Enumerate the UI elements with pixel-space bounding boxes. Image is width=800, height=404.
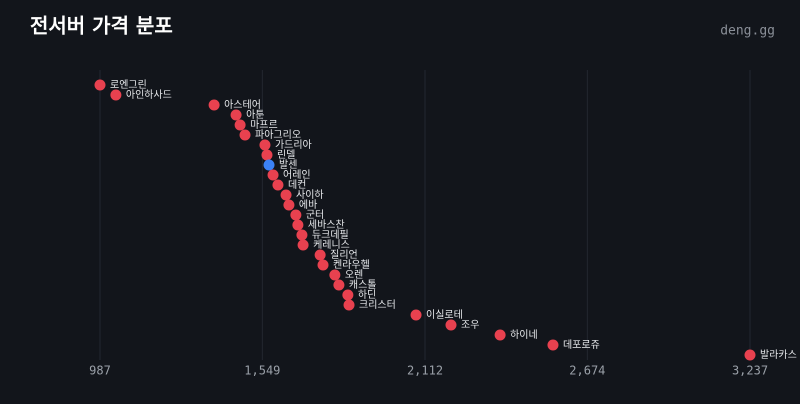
- point-label: 발센: [279, 159, 297, 171]
- point-label: 케레니스: [313, 239, 350, 251]
- point-label: 아툰: [246, 109, 264, 121]
- point: [208, 99, 220, 111]
- point-label: 로엔그린: [110, 79, 147, 91]
- point-label: 데포로쥬: [563, 339, 600, 351]
- plot: 로엔그린아인하사드아스테어아툰마프르파아그리오가드리아린델발센어레인데컨사이하에…: [94, 79, 797, 361]
- point: [283, 199, 295, 211]
- point-label: 하이네: [510, 328, 538, 341]
- point: [343, 299, 355, 311]
- point: [296, 229, 308, 241]
- point-label: 에바: [299, 199, 317, 211]
- point-label: 듀크데필: [312, 229, 349, 241]
- point: [110, 89, 122, 101]
- point: [230, 109, 242, 121]
- point-label: 마프르: [250, 119, 278, 131]
- point: [317, 259, 329, 271]
- chart-title: 전서버 가격 분포: [30, 14, 173, 38]
- point-label: 사이하: [296, 188, 324, 201]
- x-tick-label: 987: [89, 364, 111, 378]
- point: [272, 179, 284, 191]
- point: [410, 309, 422, 321]
- point-label: 린델: [277, 149, 295, 161]
- point-label: 세바스찬: [308, 219, 345, 231]
- point: [292, 219, 304, 231]
- point: [445, 319, 457, 331]
- point-label: 파아그리오: [255, 129, 301, 141]
- point: [239, 129, 251, 141]
- point-label: 군터: [306, 209, 324, 221]
- point-label: 크리스터: [359, 299, 396, 311]
- point-label: 발라카스: [760, 349, 797, 361]
- point: [494, 329, 506, 341]
- point: [263, 159, 275, 171]
- point: [547, 339, 559, 351]
- point: [333, 279, 345, 291]
- point-label: 하딘: [358, 288, 376, 301]
- point-label: 이실로테: [426, 309, 463, 321]
- point: [261, 149, 273, 161]
- point: [267, 169, 279, 181]
- point-label: 질리언: [330, 249, 358, 261]
- point: [94, 79, 106, 91]
- point-label: 조우: [461, 319, 479, 331]
- point: [297, 239, 309, 251]
- x-tick-label: 2,674: [569, 364, 605, 378]
- watermark: deng.gg: [720, 24, 775, 39]
- x-tick-label: 2,112: [407, 364, 443, 378]
- point: [314, 249, 326, 261]
- point: [234, 119, 246, 131]
- point-label: 데컨: [288, 179, 306, 191]
- point-label: 켄라우헬: [333, 259, 370, 271]
- point-label: 캐스톨: [349, 279, 377, 291]
- point: [744, 349, 756, 361]
- point-label: 어레인: [283, 169, 311, 181]
- point: [329, 269, 341, 281]
- grid: 987 1,549 2,112 2,674 3,237: [89, 70, 768, 378]
- point-label: 오렌: [345, 269, 363, 281]
- point: [290, 209, 302, 221]
- point-label: 아스테어: [224, 99, 261, 111]
- point: [280, 189, 292, 201]
- point: [342, 289, 354, 301]
- point-label: 가드리아: [275, 139, 312, 151]
- x-tick-label: 3,237: [732, 364, 768, 378]
- x-tick-label: 1,549: [244, 364, 280, 378]
- point: [259, 139, 271, 151]
- point-label: 아인하사드: [126, 88, 172, 101]
